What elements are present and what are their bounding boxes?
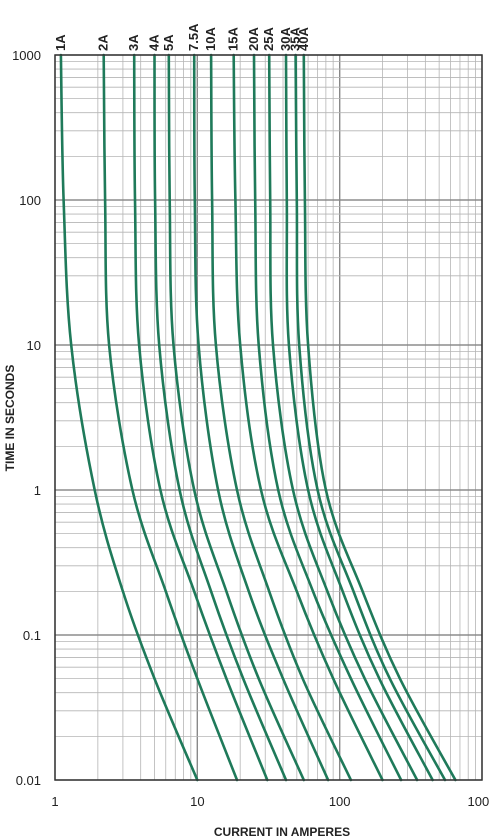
curve-2a xyxy=(102,53,239,782)
x-tick-label: 10 xyxy=(190,794,204,809)
series-label: 2A xyxy=(96,34,111,51)
series-label: 5A xyxy=(161,34,176,51)
series-label: 3A xyxy=(126,34,141,51)
curve-1a xyxy=(59,53,199,782)
series-label: 15A xyxy=(226,27,241,51)
x-axis-label: CURRENT IN AMPERES xyxy=(214,825,350,839)
series-label: 30A xyxy=(278,27,293,51)
y-tick-label: 1000 xyxy=(12,48,41,63)
series-label: 4A xyxy=(147,34,162,51)
series-label: 25A xyxy=(261,27,276,51)
curve-7.5a xyxy=(192,53,330,782)
curve-25a xyxy=(267,53,419,782)
series-label: 1A xyxy=(53,34,68,51)
y-tick-label: 0.1 xyxy=(23,628,41,643)
y-tick-label: 10 xyxy=(27,338,41,353)
x-tick-label: 1 xyxy=(51,794,58,809)
series-label: 35A xyxy=(288,27,303,51)
plot-frame xyxy=(54,54,483,781)
series-label: 10A xyxy=(203,27,218,51)
y-tick-label: 100 xyxy=(19,193,41,208)
y-tick-label: 0.01 xyxy=(16,773,41,788)
curve-15a xyxy=(232,53,384,782)
x-tick-label: 1000 xyxy=(468,794,489,809)
curve-35a xyxy=(294,53,447,782)
series-label: 40A xyxy=(296,27,311,51)
curve-40a xyxy=(302,53,457,782)
curve-3a xyxy=(132,53,269,782)
curve-30a xyxy=(284,53,434,782)
axes xyxy=(54,54,483,781)
curve-10a xyxy=(209,53,353,782)
x-tick-label: 100 xyxy=(329,794,351,809)
y-axis-label: TIME IN SECONDS xyxy=(3,365,17,472)
curve-5a xyxy=(167,53,306,782)
series-label: 20A xyxy=(246,27,261,51)
series-label: 7.5A xyxy=(186,23,201,51)
curve-20a xyxy=(252,53,403,782)
curve-4a xyxy=(153,53,288,782)
curves xyxy=(59,53,457,782)
y-tick-label: 1 xyxy=(34,483,41,498)
tick-labels: 1 10 100 1000 0.01 0.1 1 10 100 1000 xyxy=(12,48,489,809)
